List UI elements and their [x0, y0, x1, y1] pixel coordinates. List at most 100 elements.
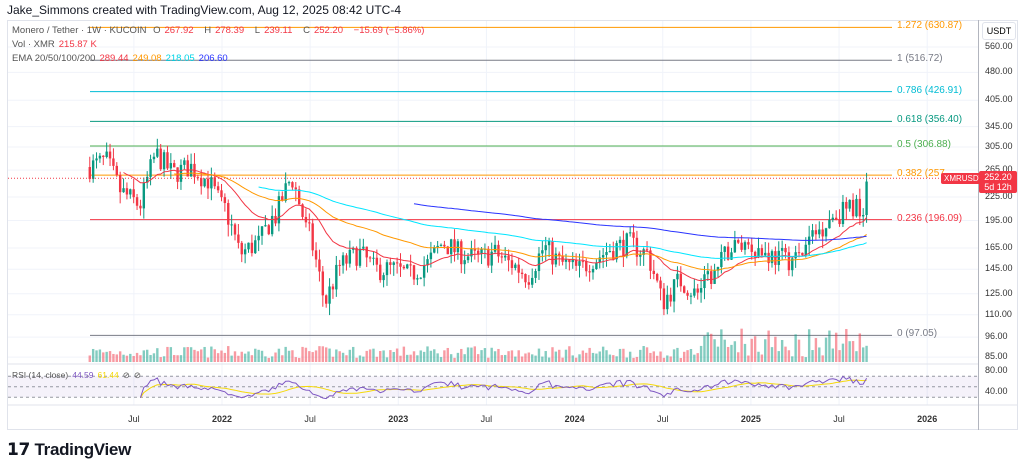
volume-bar	[362, 356, 365, 362]
candle-body	[541, 250, 544, 254]
volume-bar	[193, 349, 196, 362]
candle-body	[568, 259, 571, 263]
volume-bar	[699, 345, 703, 362]
volume-bar	[365, 350, 368, 362]
candle-body	[851, 199, 855, 217]
candle-body	[770, 251, 774, 264]
candle-body	[757, 248, 760, 258]
volume-bar	[753, 336, 757, 362]
candle-body	[804, 244, 807, 256]
candle-body	[703, 274, 706, 289]
candle-body	[480, 248, 483, 254]
volume-bar	[463, 354, 466, 362]
candle-body	[780, 248, 784, 251]
volume-bar	[95, 350, 98, 362]
volume-bar	[861, 347, 865, 362]
candle-body	[764, 252, 767, 256]
currency-button[interactable]: USDT	[982, 22, 1016, 40]
ema20-value: 289.44	[99, 53, 129, 64]
time-tick: Jul	[304, 414, 316, 424]
volume-bar	[277, 348, 281, 362]
candle-body	[426, 259, 429, 266]
hidden-icon[interactable]: ⊘	[133, 370, 142, 380]
candle-body	[531, 277, 534, 285]
candle-body	[118, 175, 122, 193]
candle-body	[537, 253, 541, 272]
candle-body	[689, 295, 693, 297]
volume-bar	[558, 349, 561, 362]
candle-body	[669, 294, 672, 302]
candle-body	[88, 167, 91, 179]
volume-bar	[399, 355, 402, 362]
volume-bar	[183, 347, 186, 362]
candle-body	[355, 247, 358, 266]
candle-body	[95, 158, 98, 161]
fib-label: 0.5 (306.88)	[897, 138, 951, 150]
volume-bar	[433, 349, 436, 362]
volume-bar	[838, 350, 841, 362]
volume-bar	[851, 341, 855, 362]
candle-body	[91, 160, 95, 179]
candle-body	[395, 262, 399, 264]
chart-frame[interactable]	[7, 20, 1018, 430]
fib-label: 0.236 (196.09)	[897, 212, 963, 224]
volume-bar	[541, 356, 544, 362]
volume-bar	[176, 355, 179, 362]
candle-body	[791, 258, 794, 271]
ema-100-line	[258, 186, 867, 259]
candle-body	[723, 246, 726, 252]
volume-bar	[483, 348, 487, 362]
volume-bar	[297, 357, 301, 362]
volume-bar	[490, 347, 493, 362]
candle-body	[122, 188, 125, 193]
volume-bar	[237, 355, 240, 362]
volume-bar	[382, 350, 385, 362]
volume-bar	[787, 350, 791, 362]
candle-body	[659, 280, 662, 289]
price-tag-symbol: XMRUSDT	[941, 173, 987, 184]
volume-bar	[213, 349, 216, 362]
candle-body	[422, 265, 426, 278]
volume-bar	[554, 351, 558, 362]
candle-body	[615, 243, 618, 260]
candle-body	[490, 251, 493, 266]
volume-bar	[625, 357, 628, 362]
hidden-icon[interactable]: ⊘	[122, 370, 130, 380]
volume-bar	[139, 355, 142, 362]
tradingview-logo[interactable]: 𝟭𝟳 TradingView	[7, 440, 132, 459]
candle-body	[365, 246, 368, 258]
candle-body	[527, 282, 531, 285]
candle-body	[652, 270, 655, 274]
candle-body	[112, 158, 115, 166]
candle-body	[733, 240, 737, 253]
volume-bar	[173, 355, 176, 362]
candle-body	[358, 248, 362, 266]
volume-bar	[828, 330, 831, 362]
candle-body	[497, 244, 500, 257]
candle-body	[108, 151, 112, 159]
legend-ema-row: EMA 20/50/100/200 289.44 249.08 218.05 206.6…	[12, 53, 228, 64]
candle-body	[743, 242, 747, 250]
candle-body	[585, 261, 588, 272]
volume-bar	[345, 355, 348, 362]
volume-bar	[814, 338, 818, 362]
volume-bar	[112, 353, 115, 362]
volume-bar	[520, 356, 524, 362]
volume-bar	[706, 332, 710, 362]
volume-bar	[645, 347, 649, 362]
candle-body	[206, 178, 210, 189]
price-tick: 110.00	[985, 308, 1012, 319]
candle-body	[227, 203, 230, 225]
volume-bar	[710, 333, 713, 362]
candle-body	[470, 248, 473, 257]
volume-bar	[429, 350, 433, 362]
candle-body	[142, 182, 146, 209]
candle-body	[166, 152, 169, 169]
volume-bar	[574, 357, 578, 362]
volume-bar	[152, 353, 156, 362]
candle-body	[821, 229, 824, 237]
candle-body	[801, 252, 804, 256]
candle-body	[456, 241, 460, 253]
volume-bar	[203, 346, 206, 362]
